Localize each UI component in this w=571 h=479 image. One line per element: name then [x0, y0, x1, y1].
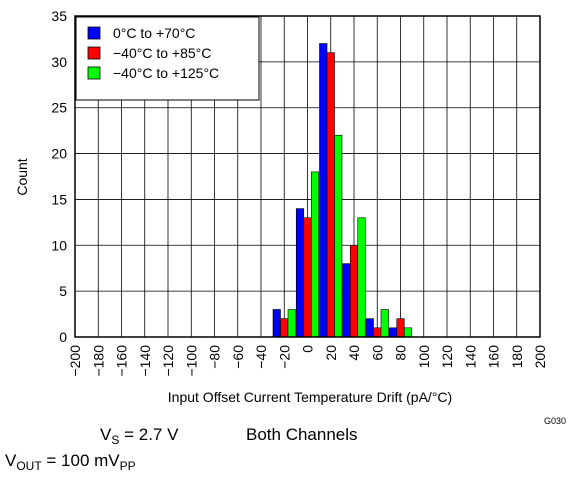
y-tick-label: 5	[59, 283, 67, 299]
bar	[357, 217, 366, 338]
bar-group	[272, 43, 413, 338]
x-tick-label: 40	[346, 345, 362, 361]
x-tick-label: −160	[114, 345, 130, 377]
x-tick-label: −80	[207, 345, 223, 369]
y-tick-label: 30	[51, 54, 67, 70]
graph-code: G030	[544, 416, 566, 426]
x-tick-label: 60	[369, 345, 385, 361]
x-tick-label: 180	[509, 345, 525, 369]
y-tick-label: 35	[51, 8, 67, 24]
bar	[396, 318, 405, 338]
legend-box	[75, 16, 260, 101]
x-tick-label: 100	[416, 345, 432, 369]
x-tick-label: −40	[253, 345, 269, 369]
bar	[388, 327, 398, 338]
bar	[349, 244, 359, 338]
bar	[365, 318, 374, 338]
legend: 0°C to +70°C −40°C to +85°C −40°C to +125°…	[75, 16, 260, 101]
x-tick-label: −180	[90, 345, 106, 377]
bar	[319, 43, 328, 338]
legend-entry: 0°C to +70°C	[113, 25, 195, 41]
output-voltage-condition: VOUT = 100 mVPP	[5, 451, 136, 473]
x-tick-labels: −200 −180 −160 −140 −120 −100 −80 −60 −40 −20 0 20 4…	[67, 345, 548, 377]
bar	[310, 171, 320, 338]
x-tick-label: 200	[532, 345, 548, 369]
legend-swatch	[87, 26, 101, 40]
y-tick-label: 10	[51, 237, 67, 253]
bar	[334, 134, 343, 338]
y-tick-label: 0	[59, 329, 67, 345]
x-tick-label: −140	[137, 345, 153, 377]
bar	[380, 309, 389, 338]
legend-entry: −40°C to +85°C	[113, 45, 211, 61]
x-tick-label: −200	[67, 345, 83, 377]
legend-entry: −40°C to +125°C	[113, 65, 219, 81]
y-tick-label: 20	[51, 146, 67, 162]
x-tick-label: −20	[276, 345, 292, 369]
x-tick-label: −100	[183, 345, 199, 377]
bar	[303, 217, 312, 338]
bar	[326, 52, 335, 338]
x-tick-label: 120	[439, 345, 455, 369]
plot-frame	[74, 15, 541, 338]
y-tick-label: 15	[51, 191, 67, 207]
bar	[280, 318, 289, 338]
y-tick-label: 25	[51, 100, 67, 116]
y-tick-labels: 0 5 10 15 20 25 30 35	[51, 8, 67, 345]
x-tick-label: 20	[323, 345, 339, 361]
x-tick-label: 160	[486, 345, 502, 369]
bar	[342, 263, 351, 338]
x-tick-label: −120	[160, 345, 176, 377]
x-tick-label: 80	[393, 345, 409, 361]
x-tick-label: −60	[230, 345, 246, 369]
bar	[272, 309, 281, 338]
bar	[287, 309, 296, 338]
x-axis-label-background	[126, 387, 496, 407]
bar	[403, 327, 413, 338]
bar	[373, 327, 382, 338]
legend-swatch	[87, 46, 101, 60]
x-axis-label: Input Offset Current Temperature Drift (…	[168, 389, 452, 405]
x-tick-label: 0	[300, 345, 316, 353]
y-axis-label: Count	[14, 158, 30, 195]
legend-swatch	[87, 66, 101, 80]
channels-condition: Both Channels	[246, 425, 358, 444]
supply-voltage-condition: VS = 2.7 V	[100, 425, 179, 447]
x-tick-label: 140	[462, 345, 478, 369]
bar	[295, 208, 305, 338]
